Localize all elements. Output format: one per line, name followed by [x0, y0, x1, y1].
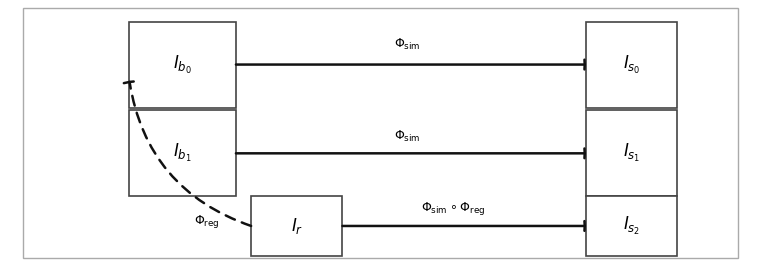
- FancyBboxPatch shape: [586, 110, 677, 196]
- Text: $\Phi_{\mathrm{reg}}$: $\Phi_{\mathrm{reg}}$: [194, 213, 220, 231]
- Text: $I_{s_2}$: $I_{s_2}$: [623, 215, 640, 237]
- Text: $I_{s_1}$: $I_{s_1}$: [623, 142, 640, 164]
- FancyBboxPatch shape: [129, 22, 236, 108]
- FancyBboxPatch shape: [251, 196, 342, 256]
- FancyArrowPatch shape: [124, 81, 251, 226]
- Text: $\Phi_{\mathrm{sim}}$: $\Phi_{\mathrm{sim}}$: [394, 129, 420, 144]
- Text: $I_{s_0}$: $I_{s_0}$: [622, 54, 641, 76]
- FancyBboxPatch shape: [586, 196, 677, 256]
- Text: $I_{b_1}$: $I_{b_1}$: [174, 142, 192, 164]
- Text: $I_{b_0}$: $I_{b_0}$: [174, 54, 192, 76]
- Text: $\Phi_{\mathrm{sim}} \circ \Phi_{\mathrm{reg}}$: $\Phi_{\mathrm{sim}} \circ \Phi_{\mathrm…: [421, 200, 485, 217]
- Text: $I_r$: $I_r$: [291, 216, 303, 236]
- FancyBboxPatch shape: [586, 22, 677, 108]
- FancyBboxPatch shape: [129, 110, 236, 196]
- Text: $\Phi_{\mathrm{sim}}$: $\Phi_{\mathrm{sim}}$: [394, 37, 420, 52]
